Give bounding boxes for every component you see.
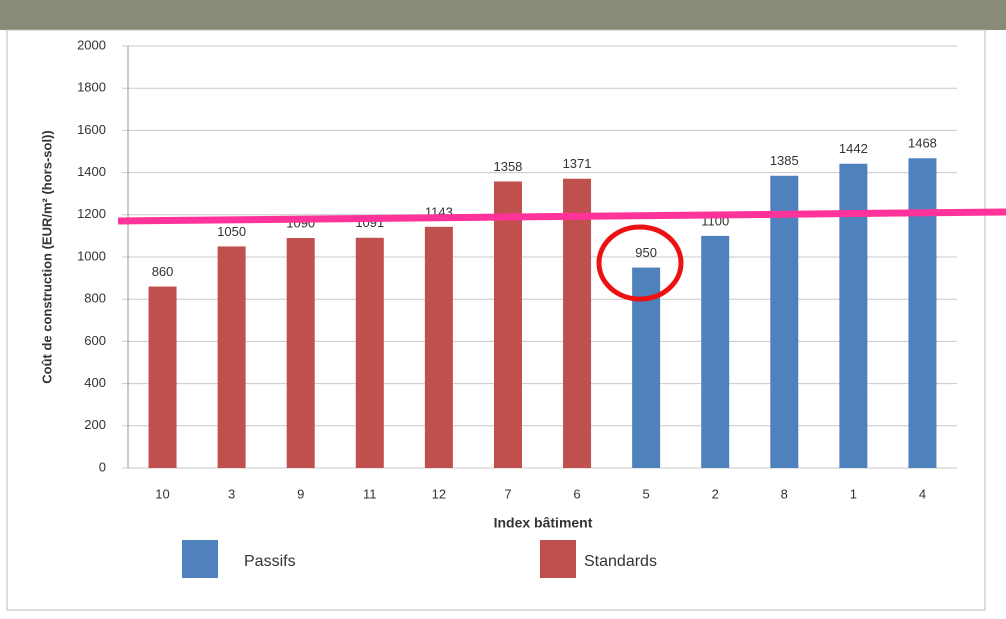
x-tick-label: 5 <box>643 486 650 501</box>
data-label: 1468 <box>908 136 937 151</box>
x-tick-label: 8 <box>781 486 788 501</box>
x-tick-label: 1 <box>850 486 857 501</box>
legend-label: Standards <box>584 553 657 570</box>
bar <box>424 226 453 468</box>
bar <box>493 181 522 468</box>
bar <box>839 163 868 468</box>
x-tick-label: 7 <box>504 486 511 501</box>
x-axis-label: Index bâtiment <box>494 515 593 531</box>
bar <box>217 246 246 468</box>
annotation-circle <box>596 224 684 302</box>
background-photo-strip <box>0 0 1006 30</box>
data-label: 1371 <box>563 156 592 171</box>
bar <box>701 235 730 468</box>
x-tick-label: 4 <box>919 486 926 501</box>
x-tick-label: 2 <box>712 486 719 501</box>
x-tick-label: 3 <box>228 486 235 501</box>
data-label: 1385 <box>770 153 799 168</box>
y-tick-label: 1800 <box>77 80 106 95</box>
y-tick-label: 400 <box>84 375 106 390</box>
x-tick-label: 11 <box>363 486 377 501</box>
data-label: 1358 <box>493 159 522 174</box>
x-tick-label: 6 <box>573 486 580 501</box>
y-tick-label: 2000 <box>77 37 106 52</box>
legend-swatch <box>540 540 576 578</box>
y-axis-label: Coût de construction (EUR/m² (hors-sol)) <box>39 130 54 384</box>
x-tick-label: 10 <box>155 486 169 501</box>
y-tick-label: 1000 <box>77 248 106 263</box>
annotation-line <box>117 208 1006 225</box>
legend-swatch <box>182 540 218 578</box>
y-tick-label: 600 <box>84 333 106 348</box>
data-label: 860 <box>152 264 174 279</box>
bar <box>286 238 315 468</box>
y-tick-label: 1200 <box>77 206 106 221</box>
y-tick-label: 0 <box>99 459 106 474</box>
y-tick-label: 1600 <box>77 122 106 137</box>
bar <box>563 178 592 468</box>
x-tick-label: 9 <box>297 486 304 501</box>
bar <box>908 158 937 468</box>
x-tick-label: 12 <box>432 486 446 501</box>
y-tick-label: 1400 <box>77 164 106 179</box>
data-label: 1442 <box>839 141 868 156</box>
data-label: 1050 <box>217 224 246 239</box>
legend-label: Passifs <box>244 553 296 570</box>
bar <box>148 286 177 468</box>
data-label: 950 <box>635 245 657 260</box>
bar <box>770 175 799 468</box>
bar <box>355 237 384 468</box>
y-tick-label: 800 <box>84 291 106 306</box>
y-tick-label: 200 <box>84 417 106 432</box>
